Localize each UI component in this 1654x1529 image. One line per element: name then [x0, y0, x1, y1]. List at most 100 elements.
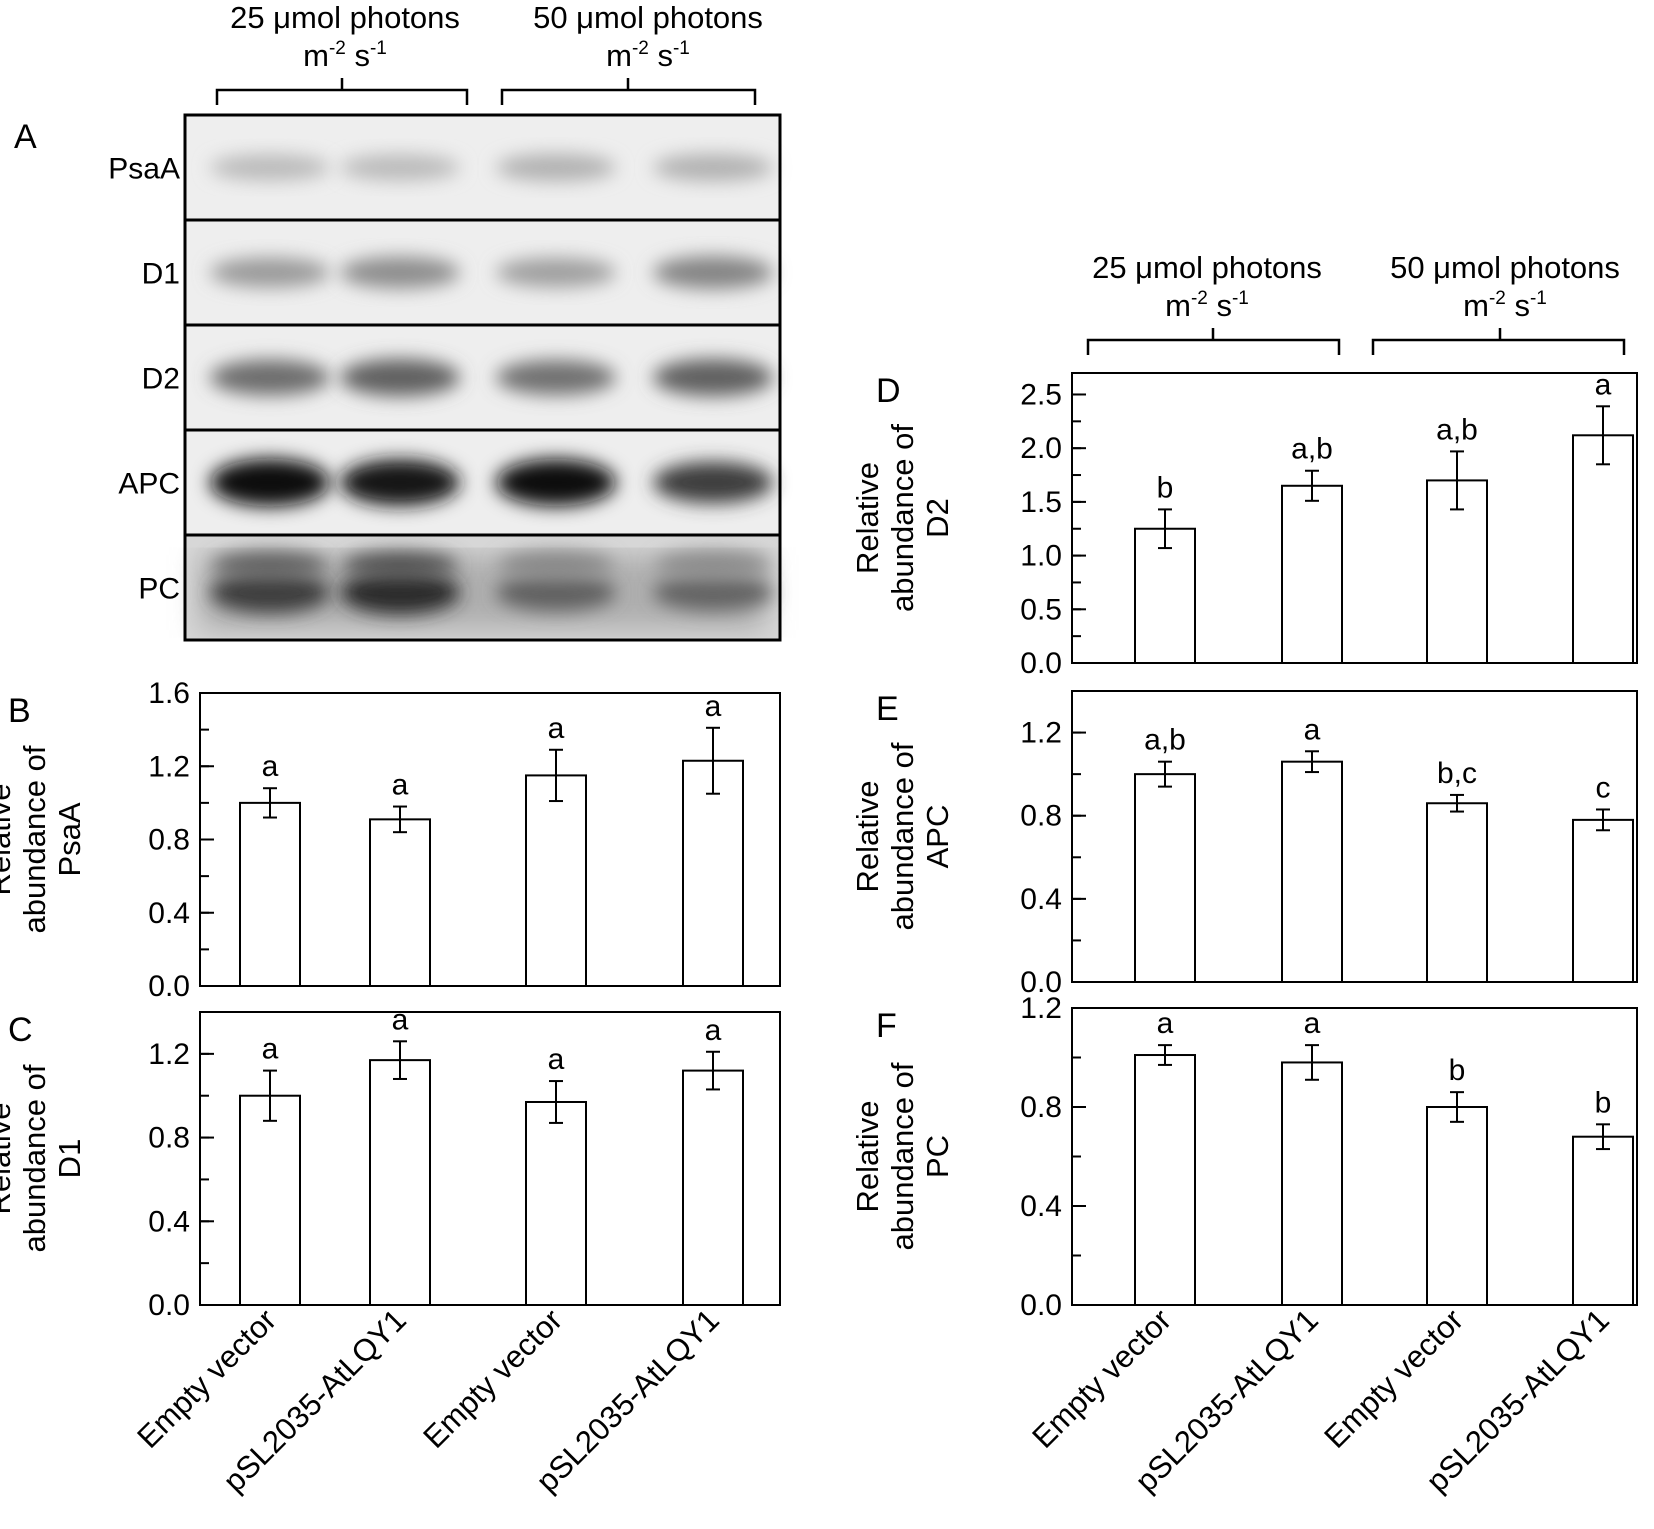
y-tick-label: 0.8: [1020, 800, 1062, 833]
panel-label-c: C: [8, 1011, 33, 1049]
blot-lane-frame: [183, 533, 782, 642]
blot-band: [496, 257, 616, 288]
y-tick-label: 0.0: [1020, 966, 1062, 999]
y-tick-label: 0.0: [148, 970, 190, 1003]
blot-band: [496, 359, 616, 396]
y-axis-label-line2: abundance of: [885, 424, 920, 612]
plot-frame: [1071, 372, 1638, 664]
significance-letter: b: [1157, 471, 1174, 504]
chart-panel-d: D Relativeabundance ofD2 0.0 0.5 1.0 1.5 2.0 2.…: [850, 368, 1638, 680]
right-low-light-unit: m-2 s-1: [1165, 288, 1249, 323]
chart-panel-c: C Relativeabundance ofD1 0.0 0.4 0.8 1.2 a a a a: [0, 1003, 781, 1322]
y-tick-label: 0.8: [1020, 1091, 1062, 1124]
blot-lane-label: PsaA: [108, 153, 180, 186]
blot-band: [653, 256, 773, 289]
significance-letter: a: [705, 690, 722, 723]
blot-band: [496, 153, 616, 182]
significance-letter: a: [1595, 368, 1612, 401]
bar: [682, 759, 744, 987]
blot-band: [496, 573, 616, 612]
y-axis-label-protein: PsaA: [52, 802, 87, 876]
plot-frame: [1071, 690, 1638, 983]
right-low-light-label: 25 μmol photons: [1092, 250, 1322, 285]
right-condition-header: 25 μmol photons m-2 s-1 50 μmol photons …: [1086, 250, 1626, 355]
bar: [1281, 1061, 1343, 1306]
significance-letter: b: [1595, 1086, 1612, 1119]
significance-letter: a,b: [1291, 433, 1333, 466]
blot-band: [653, 358, 773, 397]
y-tick-label: 1.2: [148, 1038, 190, 1071]
panel-label-e: E: [876, 690, 899, 728]
blot-band: [496, 458, 616, 507]
y-axis-label-line1: Relative: [0, 784, 17, 896]
bar: [1134, 773, 1196, 984]
plot-frame: [199, 1011, 781, 1306]
panel-label-f: F: [876, 1007, 897, 1045]
left-high-light-unit: m-2 s-1: [606, 38, 690, 73]
blot-lane-apc: APC: [118, 428, 782, 537]
blot-band: [210, 571, 330, 614]
bar: [239, 1094, 301, 1306]
blot-band: [653, 461, 773, 504]
category-label: Empty vector: [1317, 1302, 1470, 1455]
y-axis-label-line1: Relative: [850, 462, 885, 574]
significance-letter: b: [1449, 1054, 1466, 1087]
blot-band: [210, 154, 330, 181]
significance-letter: b,c: [1437, 757, 1477, 790]
blot-band-upper: [498, 551, 614, 579]
right-high-light-unit: m-2 s-1: [1463, 288, 1547, 323]
bar: [682, 1069, 744, 1306]
y-axis-label-line1: Relative: [850, 1101, 885, 1213]
significance-letter: a: [705, 1014, 722, 1047]
panel-label-b: B: [8, 692, 31, 730]
y-tick-label: 0.0: [1020, 1289, 1062, 1322]
blot-lane-label: APC: [118, 468, 180, 501]
y-tick-label: 0.0: [1020, 647, 1062, 680]
y-tick-label: 0.4: [1020, 1190, 1062, 1223]
blot-band-upper: [212, 551, 328, 579]
blot-band-upper: [655, 551, 771, 579]
bar: [1572, 434, 1634, 664]
y-tick-label: 0.5: [1020, 593, 1062, 626]
significance-letter: a: [1157, 1007, 1174, 1040]
left-condition-header: 25 μmol photons m-2 s-1 50 μmol photons …: [215, 0, 763, 105]
significance-letter: a: [262, 1033, 279, 1066]
y-axis-label-line2: abundance of: [885, 742, 920, 930]
significance-letter: a,b: [1436, 413, 1478, 446]
y-tick-label: 0.4: [1020, 883, 1062, 916]
bar: [1281, 484, 1343, 664]
blot-band: [340, 570, 460, 615]
blot-band: [340, 459, 460, 506]
category-label: Empty vector: [416, 1302, 569, 1455]
significance-letter: a: [1304, 713, 1321, 746]
left-low-light-bracket: [215, 78, 469, 105]
panel-label-d: D: [876, 372, 901, 410]
y-tick-label: 1.2: [148, 750, 190, 783]
significance-letter: a: [1304, 1007, 1321, 1040]
y-axis-label: Relativeabundance ofPC: [850, 1062, 955, 1250]
y-tick-label: 0.0: [148, 1289, 190, 1322]
bar: [239, 801, 301, 987]
y-tick-label: 1.6: [148, 677, 190, 710]
bar: [1426, 802, 1488, 983]
bar: [1572, 1135, 1634, 1306]
bar: [1426, 479, 1488, 664]
right-low-light-bracket: [1086, 328, 1341, 355]
chart-panel-f: F Relativeabundance ofPC 0.0 0.4 0.8 1.2 a a b b: [850, 992, 1638, 1322]
left-low-light-unit: m-2 s-1: [303, 38, 387, 73]
y-axis-label: Relativeabundance ofAPC: [850, 742, 955, 930]
y-axis-label-line2: abundance of: [885, 1062, 920, 1250]
bar: [525, 1100, 587, 1306]
blot-band: [340, 358, 460, 397]
significance-letter: c: [1596, 771, 1611, 804]
y-axis-label-line2: abundance of: [17, 1064, 52, 1252]
chart-panel-e: E Relativeabundance ofAPC 0.0 0.4 0.8 1.2 a,b a…: [850, 690, 1638, 999]
left-high-light-label: 50 μmol photons: [533, 0, 763, 35]
bar: [369, 818, 431, 988]
blot-lane-label: D1: [142, 258, 180, 291]
left-high-light-bracket: [500, 78, 757, 105]
y-tick-label: 0.8: [148, 1122, 190, 1155]
